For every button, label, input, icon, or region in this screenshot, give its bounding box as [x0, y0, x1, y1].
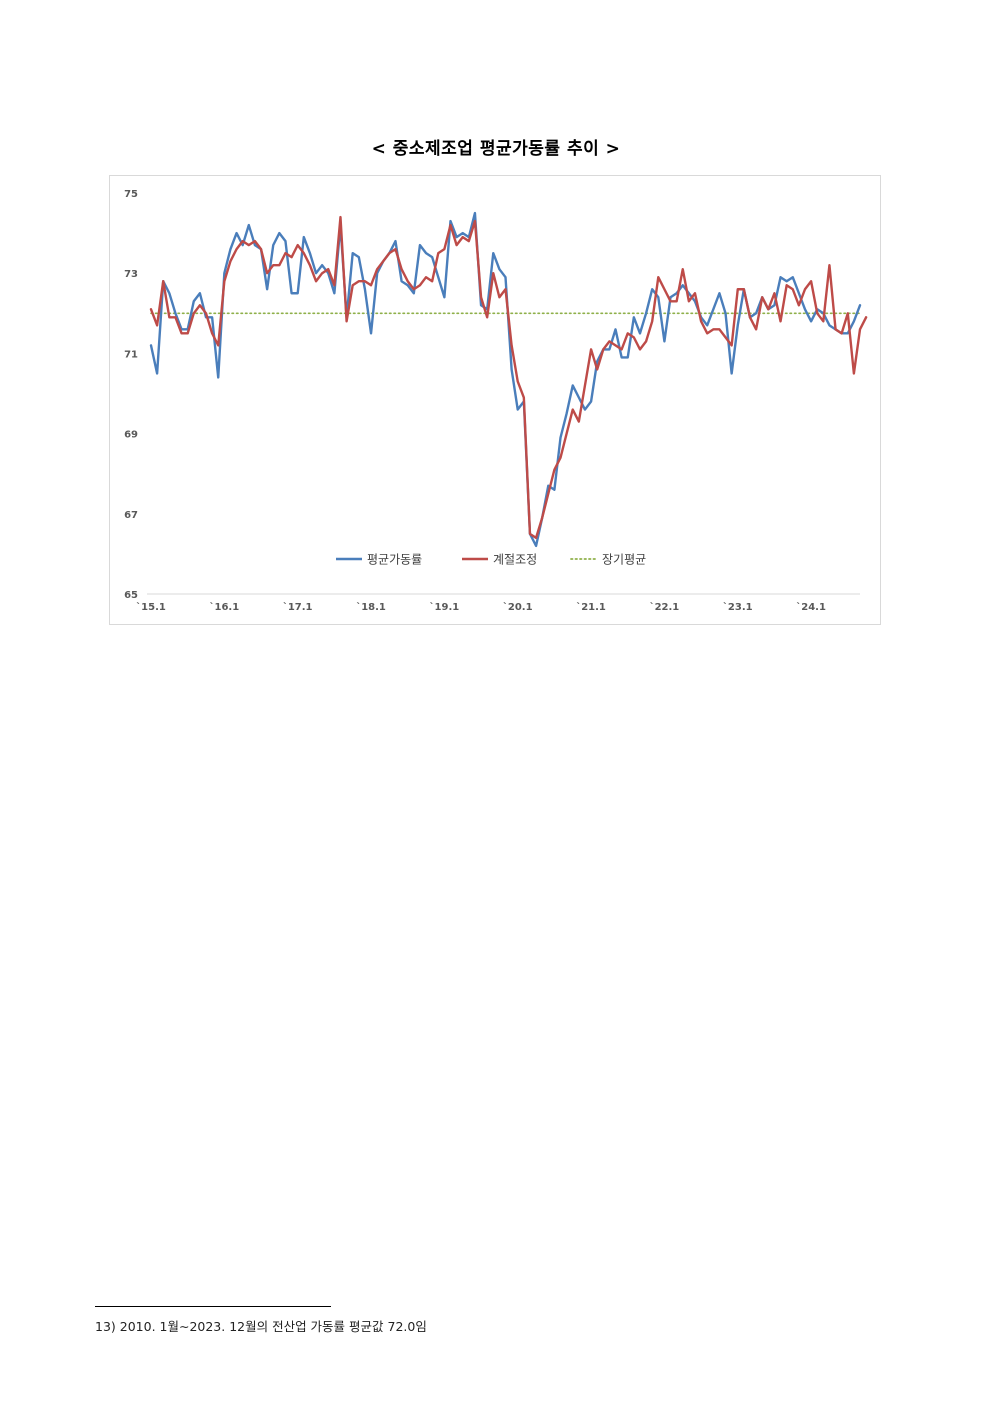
footnote-divider: [95, 1306, 331, 1307]
y-axis-ticks: 65 67 69 71 73 75: [124, 189, 138, 601]
y-tick-label: 67: [124, 510, 138, 521]
series-line-1: [149, 215, 868, 540]
x-tick-label: `22.1: [650, 601, 680, 613]
y-tick-label: 73: [124, 269, 138, 280]
x-tick-label: `20.1: [503, 601, 533, 613]
x-tick-label: `16.1: [210, 601, 240, 613]
x-axis: `15.1 `16.1 `17.1 `18.1 `19.1 `20.1 `21.1 `22.1…: [136, 593, 860, 613]
line-chart: 65 67 69 71 73 75 `15.1 `16.1 `17.1 `18.1 `19.1 `2…: [124, 189, 868, 613]
x-tick-label: `18.1: [356, 601, 386, 613]
x-tick-label: `21.1: [576, 601, 606, 613]
y-tick-label: 75: [124, 189, 138, 200]
y-tick-label: 69: [124, 430, 138, 441]
y-tick-label: 65: [124, 590, 138, 601]
chart-area: 65 67 69 71 73 75 `15.1 `16.1 `17.1 `18.1 `19.1 `2…: [109, 175, 881, 625]
x-tick-label: `15.1: [136, 601, 166, 613]
legend-label-2: 장기평균: [602, 553, 646, 567]
legend-label-0: 평균가동률: [367, 553, 422, 567]
series-line-0: [149, 211, 862, 548]
x-tick-label: `24.1: [796, 601, 826, 613]
footnote: 13) 2010. 1월∼2023. 12월의 전산업 가동률 평균값 72.0…: [95, 1319, 427, 1334]
x-tick-label: `23.1: [723, 601, 753, 613]
y-tick-label: 71: [124, 349, 138, 360]
legend-label-1: 계절조정: [493, 553, 537, 567]
chart-title: < 중소제조업 평균가동률 추이 >: [371, 139, 621, 159]
legend: 평균가동률 계절조정 장기평균: [336, 553, 646, 567]
x-tick-label: `17.1: [283, 601, 313, 613]
series-layer: [149, 211, 868, 548]
x-tick-label: `19.1: [430, 601, 460, 613]
